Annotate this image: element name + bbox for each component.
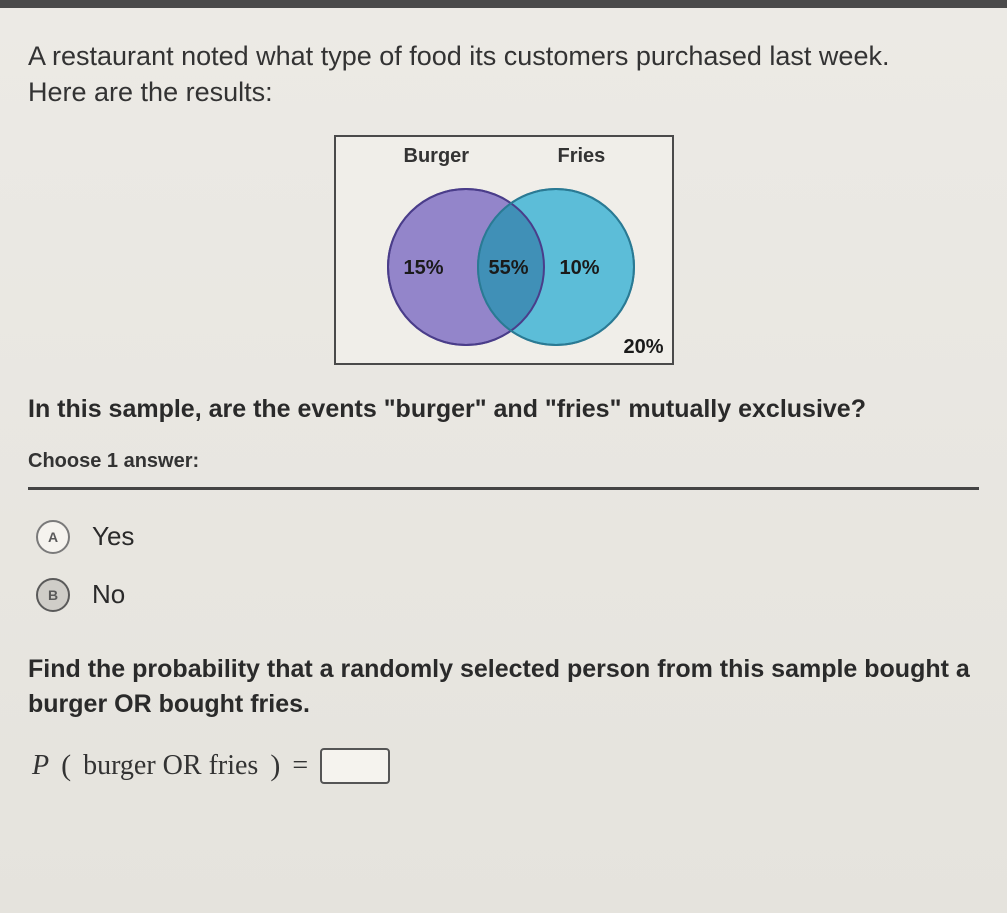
venn-pct-outside: 20% [623,336,663,359]
venn-pct-fries-only: 10% [560,257,600,280]
choice-label-b: No [92,579,125,610]
intro-line-1: A restaurant noted what type of food its… [28,41,889,71]
question-page: A restaurant noted what type of food its… [0,0,1007,913]
venn-box: Burger Fries 15% 55% 10% 20% [334,135,674,365]
answer-input[interactable] [320,748,390,784]
intro-text: A restaurant noted what type of food its… [28,38,979,111]
probability-formula: P ( burger OR fries ) = [28,748,979,784]
formula-equals: = [292,750,308,782]
radio-a[interactable]: A [36,520,70,554]
venn-pct-intersection: 55% [489,257,529,280]
divider [28,487,979,490]
formula-open-paren: ( [61,749,71,783]
venn-label-burger: Burger [336,145,518,168]
choice-row-a[interactable]: A Yes [28,508,979,566]
radio-letter-a: A [48,529,58,545]
formula-expression: burger OR fries [83,750,258,782]
formula-P: P [32,750,49,782]
question-1-text: In this sample, are the events "burger" … [28,395,979,424]
radio-letter-b: B [48,587,58,603]
venn-pct-burger-only: 15% [404,257,444,280]
radio-b[interactable]: B [36,578,70,612]
choose-label: Choose 1 answer: [28,450,979,473]
venn-label-fries: Fries [518,145,672,168]
intro-line-2: Here are the results: [28,77,273,107]
venn-header: Burger Fries [336,145,672,168]
venn-diagram-container: Burger Fries 15% 55% 10% 20% [334,135,674,365]
choice-label-a: Yes [92,521,134,552]
question-2-text: Find the probability that a randomly sel… [28,652,979,722]
choice-row-b[interactable]: B No [28,566,979,624]
formula-close-paren: ) [270,749,280,783]
